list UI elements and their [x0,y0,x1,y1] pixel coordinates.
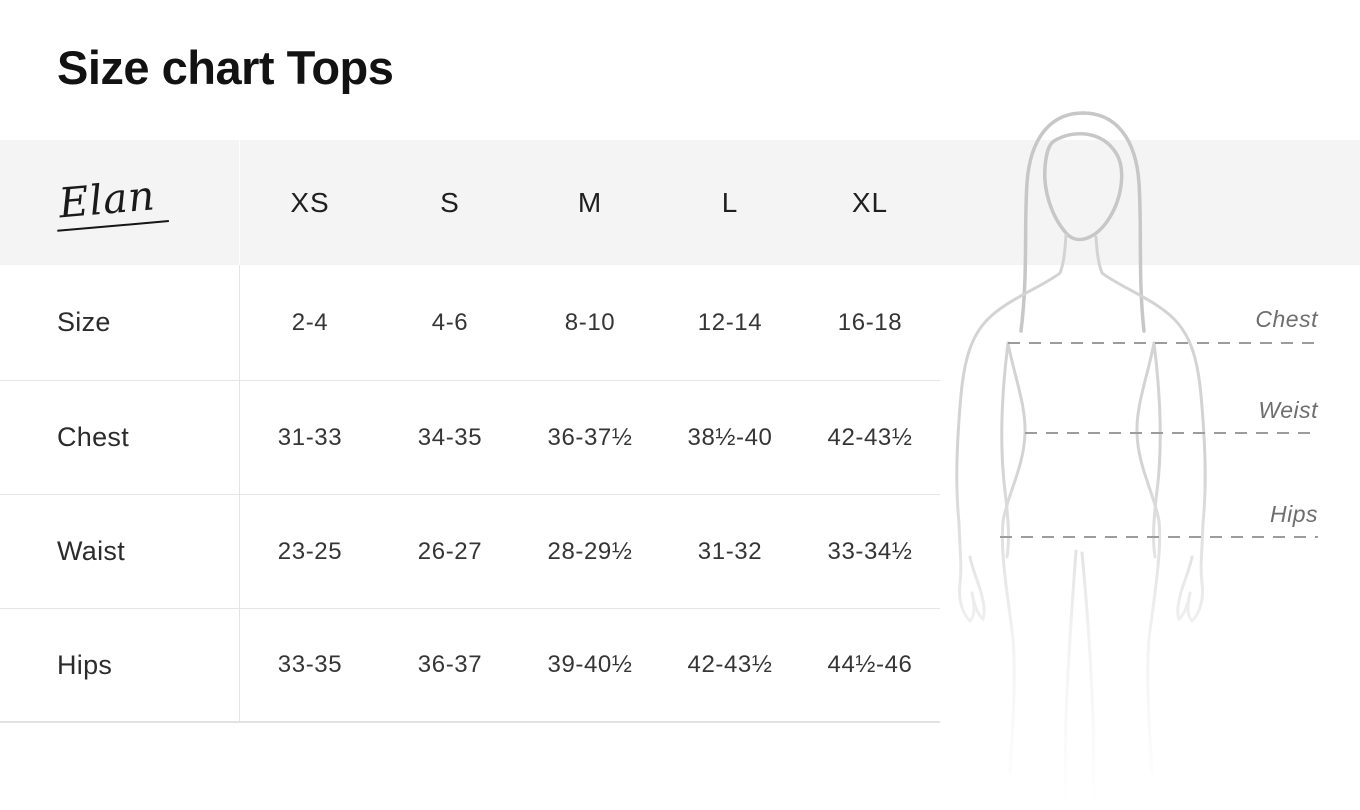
brand-logo-cell: Elan [0,140,240,265]
figure-label-hips: Hips [1269,501,1318,527]
page-title: Size chart Tops [57,41,394,94]
figure-label-chest: Chest [1255,306,1318,332]
column-header-xl: XL [851,186,889,218]
table-cell: 16-18 [837,308,903,336]
row-header-hips: Hips [0,608,240,721]
table-cell: 42-43½ [800,380,940,494]
row-header-size: Size [0,265,240,380]
table-cell: 26-27 [380,494,520,608]
table-cell: 36-37 [380,608,520,721]
table-cell: 31-32 [660,494,800,608]
table-cell: 31-33 [240,380,380,494]
table-cell: 44½-46 [800,608,940,721]
column-header-m: M [577,186,603,218]
waist-measurement-dashed-line [1025,432,1318,434]
brand-logo: Elan [53,172,170,233]
table-cell: 2-4 [291,308,329,336]
female-figure-icon [950,111,1220,805]
table-cell: 33-34½ [800,494,940,608]
chest-measurement-dashed-line [1008,342,1318,344]
table-cell: 33-35 [240,608,380,721]
table-cell: 36-37½ [520,380,660,494]
size-chart-table: Elan XS S M L XL Size 2-4 4-6 8-10 12-14… [0,140,940,723]
table-cell: 12-14 [697,308,763,336]
row-header-chest: Chest [0,380,240,494]
hips-measurement-dashed-line [1000,536,1318,538]
table-cell: 39-40½ [520,608,660,721]
table-cell: 4-6 [431,308,469,336]
column-header-s: S [440,186,460,218]
figure-label-weist: Weist [1258,397,1318,423]
table-cell: 38½-40 [660,380,800,494]
row-header-waist: Waist [0,494,240,608]
table-cell: 28-29½ [520,494,660,608]
column-header-xs: XS [290,186,330,218]
column-header-l: L [721,186,739,218]
table-cell: 8-10 [564,308,616,336]
table-header-band [0,140,1360,265]
table-cell: 42-43½ [660,608,800,721]
female-figure-illustration [950,105,1220,805]
table-cell: 34-35 [380,380,520,494]
table-cell: 23-25 [240,494,380,608]
